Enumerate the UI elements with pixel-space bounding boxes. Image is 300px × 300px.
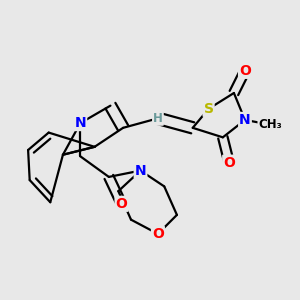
Text: CH₃: CH₃ bbox=[258, 118, 282, 131]
Text: N: N bbox=[135, 164, 146, 178]
Text: H: H bbox=[153, 112, 163, 125]
Text: S: S bbox=[204, 102, 214, 116]
Text: N: N bbox=[239, 113, 251, 127]
Text: O: O bbox=[116, 197, 128, 211]
Text: O: O bbox=[152, 227, 164, 241]
Text: O: O bbox=[239, 64, 251, 78]
Text: N: N bbox=[74, 116, 86, 130]
Text: O: O bbox=[223, 156, 235, 170]
